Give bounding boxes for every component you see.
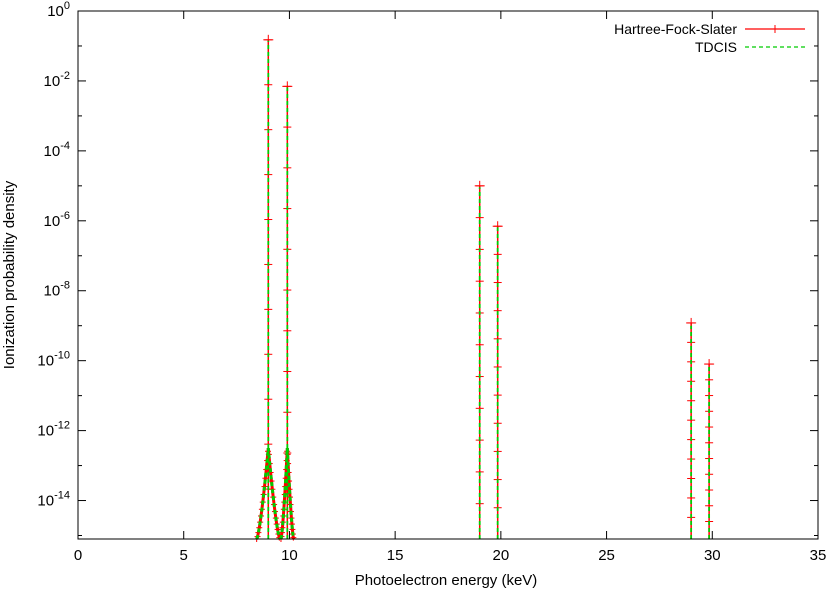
legend: Hartree-Fock-Slater TDCIS [614,21,805,55]
y-axis-title: Ionization probability density [1,180,18,369]
peak-base [279,448,296,540]
legend-swatches [745,25,805,48]
plot-layer [253,34,715,542]
plot-frame [77,10,819,540]
peak-base [255,447,282,540]
x-tick-label: 30 [704,547,721,564]
x-axis-title: Photoelectron energy (keV) [355,572,538,589]
x-tick-label: 5 [180,547,188,564]
legend-label-hfs: Hartree-Fock-Slater [614,21,737,37]
x-tick-label: 25 [598,547,615,564]
x-tick-label: 15 [387,547,404,564]
x-tick-label: 0 [74,547,82,564]
legend-label-tdcis: TDCIS [695,39,737,55]
series-tdcis [255,40,711,540]
x-tick-label: 20 [493,547,510,564]
x-tick-label: 10 [281,547,298,564]
x-tick-label: 35 [810,547,827,564]
